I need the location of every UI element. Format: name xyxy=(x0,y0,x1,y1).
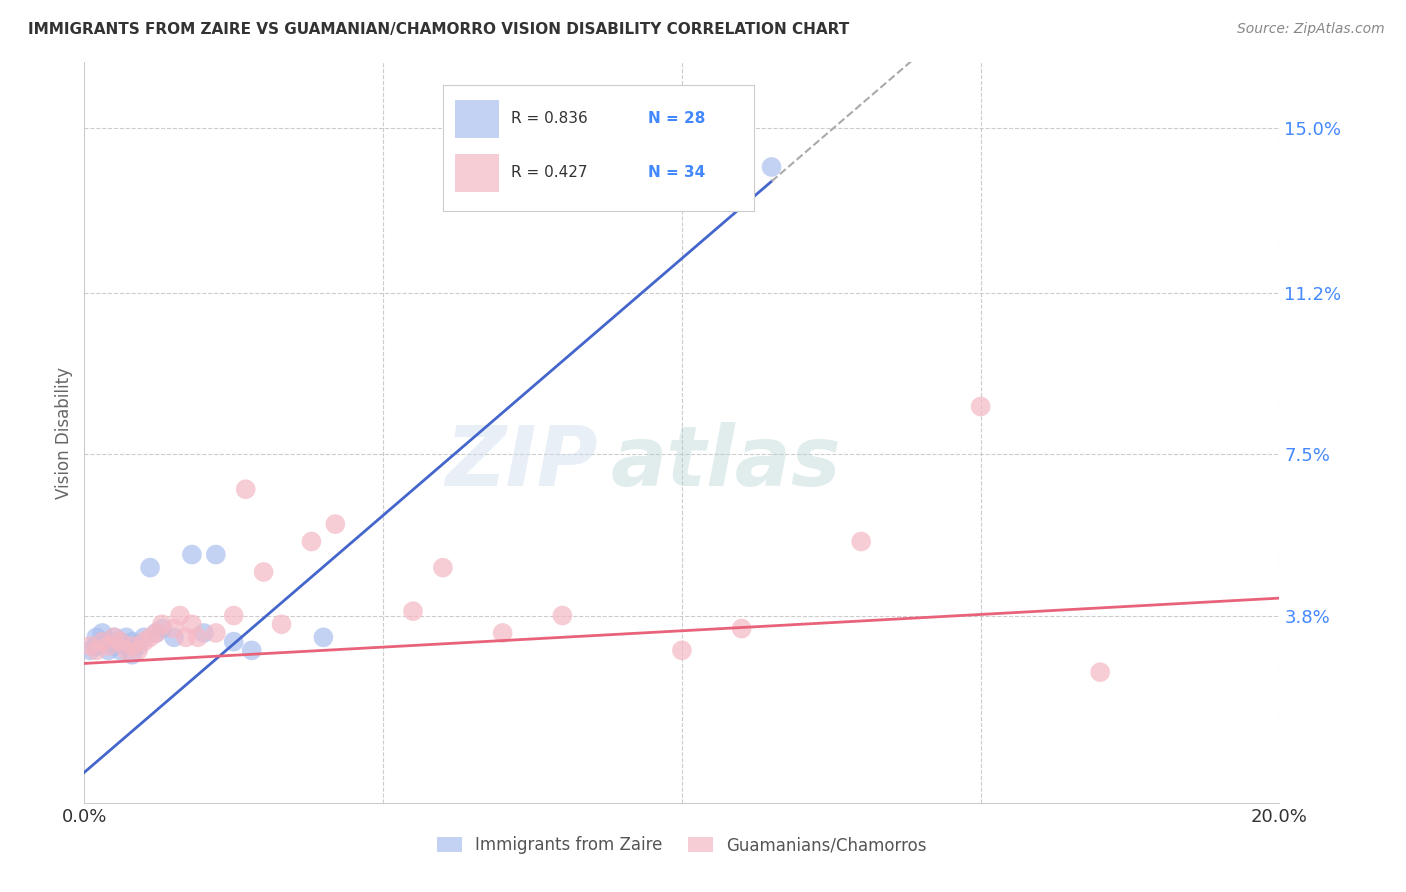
Point xyxy=(110,634,132,648)
Point xyxy=(761,160,783,174)
Point xyxy=(432,560,454,574)
Point xyxy=(91,634,114,648)
Point xyxy=(169,608,191,623)
Point xyxy=(671,643,693,657)
Point xyxy=(139,560,162,574)
Point xyxy=(127,639,149,653)
Point xyxy=(121,634,143,648)
Point xyxy=(205,626,228,640)
Point xyxy=(222,608,245,623)
Point xyxy=(181,548,204,562)
Point xyxy=(79,639,101,653)
Point xyxy=(115,639,138,653)
Point xyxy=(110,643,132,657)
Point xyxy=(86,639,108,653)
Point xyxy=(205,548,228,562)
Point xyxy=(731,622,754,636)
Point xyxy=(301,534,323,549)
Point xyxy=(174,630,197,644)
Point xyxy=(145,626,167,640)
Point xyxy=(150,617,173,632)
Point xyxy=(115,643,138,657)
Point xyxy=(97,634,120,648)
Point xyxy=(97,639,120,653)
Point xyxy=(402,604,425,618)
Text: IMMIGRANTS FROM ZAIRE VS GUAMANIAN/CHAMORRO VISION DISABILITY CORRELATION CHART: IMMIGRANTS FROM ZAIRE VS GUAMANIAN/CHAMO… xyxy=(28,22,849,37)
Point xyxy=(127,643,149,657)
Point xyxy=(91,634,114,648)
Point xyxy=(163,630,186,644)
Point xyxy=(86,643,108,657)
Point xyxy=(97,643,120,657)
Point xyxy=(181,617,204,632)
Point xyxy=(103,639,125,653)
Point xyxy=(132,630,156,644)
Point xyxy=(79,643,101,657)
Point xyxy=(1090,665,1112,680)
Point xyxy=(270,617,292,632)
Point xyxy=(103,630,125,644)
Point xyxy=(312,630,335,644)
Point xyxy=(163,622,186,636)
Point xyxy=(115,630,138,644)
Point xyxy=(851,534,873,549)
Point xyxy=(145,626,167,640)
Point xyxy=(492,626,515,640)
Point xyxy=(235,482,257,496)
Legend: Immigrants from Zaire, Guamanians/Chamorros: Immigrants from Zaire, Guamanians/Chamor… xyxy=(430,830,934,861)
Point xyxy=(91,626,114,640)
Point xyxy=(325,517,347,532)
Point xyxy=(193,626,215,640)
Point xyxy=(132,634,156,648)
Point xyxy=(121,648,143,662)
Point xyxy=(187,630,209,644)
Point xyxy=(222,634,245,648)
Y-axis label: Vision Disability: Vision Disability xyxy=(55,367,73,499)
Point xyxy=(110,634,132,648)
Point xyxy=(551,608,574,623)
Point xyxy=(970,400,993,414)
Text: Source: ZipAtlas.com: Source: ZipAtlas.com xyxy=(1237,22,1385,37)
Point xyxy=(150,622,173,636)
Text: ZIP: ZIP xyxy=(446,422,599,503)
Point xyxy=(121,639,143,653)
Point xyxy=(86,630,108,644)
Point xyxy=(253,565,276,579)
Text: atlas: atlas xyxy=(610,422,841,503)
Point xyxy=(139,630,162,644)
Point xyxy=(240,643,263,657)
Point xyxy=(103,630,125,644)
